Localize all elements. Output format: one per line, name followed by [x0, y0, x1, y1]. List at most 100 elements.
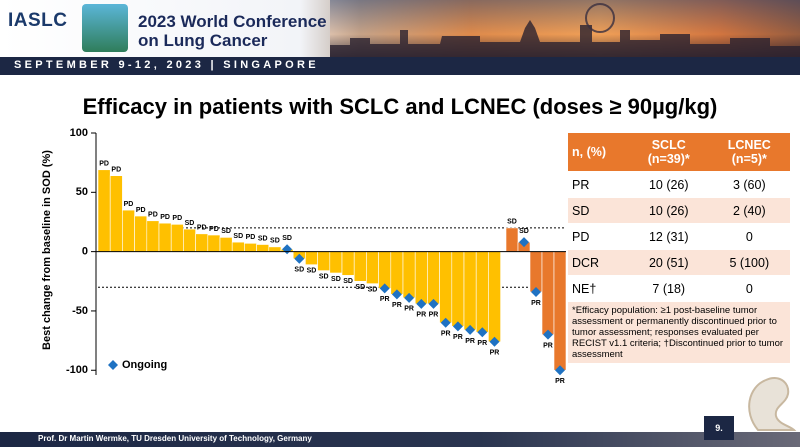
bar: [463, 251, 477, 331]
bar: [529, 251, 543, 293]
bar: [353, 251, 367, 282]
ongoing-marker: [404, 292, 415, 303]
ongoing-marker: [294, 253, 305, 264]
response-label: SD: [282, 235, 292, 242]
header-line: (n=39)*: [647, 152, 690, 166]
bar: [97, 169, 111, 252]
logo-image: [82, 4, 128, 52]
response-label: SD: [507, 219, 517, 226]
logo: IASLC: [8, 10, 68, 31]
table-cell: 20 (51): [628, 249, 709, 276]
table-cell: 0: [708, 275, 790, 302]
table-cell: 0: [708, 223, 790, 250]
header-cell: SCLC (n=39)*: [628, 133, 709, 172]
bar: [341, 251, 355, 276]
response-label: PR: [392, 302, 402, 309]
header-cell: LCNEC (n=5)*: [708, 133, 790, 172]
response-label: SD: [185, 220, 195, 227]
response-label: PD: [148, 212, 158, 219]
y-tick-label: 50: [76, 186, 88, 198]
y-tick-label: -100: [66, 364, 88, 376]
bar: [207, 234, 221, 252]
bar: [268, 246, 282, 252]
table-row: DCR 20 (51) 5 (100): [568, 249, 790, 276]
y-tick-label: 100: [70, 127, 88, 139]
bar: [244, 243, 257, 252]
response-label: PD: [111, 167, 121, 174]
bar: [134, 215, 148, 252]
response-label: SD: [331, 276, 341, 283]
bar: [414, 251, 428, 305]
table-cell: SD: [568, 197, 629, 224]
header-line: LCNEC: [727, 138, 771, 152]
skyline: [330, 3, 800, 57]
bar: [541, 251, 555, 335]
bar: [146, 220, 160, 252]
bar: [256, 244, 270, 252]
response-label: SD: [270, 238, 280, 245]
bar: [170, 224, 184, 252]
ongoing-marker: [489, 336, 500, 347]
merlion-decoration: [748, 376, 797, 431]
response-label: PR: [441, 331, 451, 338]
header-row: n, (%) SCLC (n=39)* LCNEC (n=5)*: [568, 133, 790, 172]
ongoing-marker: [428, 298, 439, 309]
response-label: PD: [246, 234, 256, 241]
bar: [553, 251, 566, 371]
response-label: SD: [258, 235, 268, 242]
bar: [451, 251, 465, 327]
table-cell: DCR: [568, 249, 629, 276]
response-label: SD: [343, 278, 353, 285]
response-label: SD: [307, 268, 317, 275]
bar: [219, 237, 233, 252]
response-label: PR: [416, 312, 426, 319]
legend-marker: [108, 360, 118, 370]
ongoing-marker: [379, 283, 390, 294]
ongoing-marker: [465, 324, 476, 335]
response-label: PD: [172, 215, 182, 222]
table-row: PD 12 (31) 0: [568, 223, 790, 250]
bar: [317, 251, 331, 271]
response-label: SD: [319, 273, 329, 280]
table-cell: 12 (31): [628, 223, 709, 250]
table-cell: 2 (40): [708, 197, 790, 224]
response-label: PD: [160, 214, 170, 221]
header-cell: n, (%): [568, 133, 629, 172]
ongoing-marker: [391, 289, 402, 300]
footnote-row: *Efficacy population: ≥1 post-baseline t…: [568, 301, 790, 364]
response-label: SD: [355, 284, 365, 291]
response-label: PD: [136, 207, 146, 214]
bar: [231, 241, 245, 252]
ongoing-marker: [543, 329, 553, 340]
table-cell: 10 (26): [628, 197, 709, 224]
page-number: 9.: [704, 416, 734, 440]
response-label: SD: [368, 287, 378, 294]
conference-line: 2023 World Conference: [138, 12, 327, 31]
response-label: PD: [124, 201, 134, 208]
ongoing-marker: [531, 286, 541, 297]
bar: [505, 227, 519, 252]
response-label: PD: [197, 225, 207, 232]
waterfall-chart: Best change from baseline in SOD (%) 100…: [41, 127, 566, 385]
bar: [195, 233, 209, 252]
bar: [488, 251, 501, 343]
response-label: PD: [99, 161, 109, 168]
y-tick-label: -50: [72, 305, 88, 317]
response-label: PR: [490, 350, 500, 357]
bar: [183, 228, 196, 252]
response-label: PR: [429, 312, 439, 319]
table-row: PR 10 (26) 3 (60): [568, 171, 790, 198]
response-label: PR: [543, 343, 553, 350]
bar: [439, 251, 453, 324]
y-tick-label: 0: [82, 246, 88, 258]
response-label: SD: [294, 267, 304, 274]
date-bar: [0, 57, 800, 75]
presenter: Prof. Dr Martin Wermke, TU Dresden Unive…: [38, 434, 312, 443]
conference-line: on Lung Cancer: [138, 31, 268, 50]
table-cell: NE†: [568, 275, 629, 302]
y-axis-label: Best change from baseline in SOD (%): [41, 150, 53, 350]
response-label: PD: [209, 226, 219, 233]
ongoing-marker: [555, 365, 565, 376]
response-label: PR: [465, 338, 475, 345]
